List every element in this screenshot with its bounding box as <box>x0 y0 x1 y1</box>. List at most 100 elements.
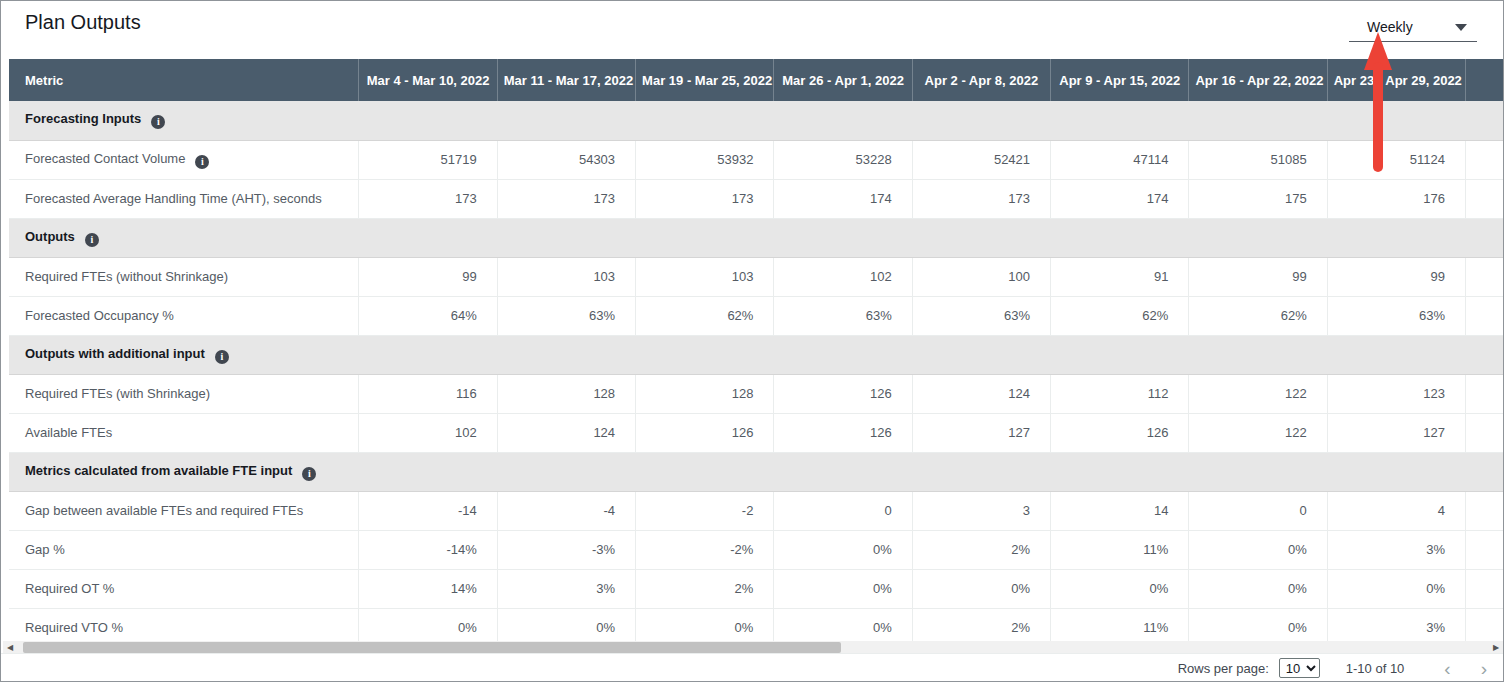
date-column-header: Apr 2 - Apr 8, 2022 <box>912 59 1050 101</box>
table-row: Gap between available FTEs and required … <box>9 491 1504 530</box>
metric-value-cell: 173 <box>497 179 635 218</box>
metric-value-cell <box>1466 374 1504 413</box>
metric-value-cell: 122 <box>1189 413 1327 452</box>
chevron-left-icon[interactable]: ‹ <box>1444 659 1450 678</box>
metric-value-cell <box>1466 296 1504 335</box>
plan-outputs-table: Metric Mar 4 - Mar 10, 2022Mar 11 - Mar … <box>9 59 1504 648</box>
metric-value-cell: 0 <box>1189 491 1327 530</box>
date-column-header: Mar 19 - Mar 25, 2022 <box>636 59 774 101</box>
table-row: Gap %-14%-3%-2%0%2%11%0%3% <box>9 530 1504 569</box>
table-row: Forecasted Occupancy %64%63%62%63%63%62%… <box>9 296 1504 335</box>
table-row: Required FTEs (without Shrinkage)9910310… <box>9 257 1504 296</box>
metric-value-cell: 51085 <box>1189 140 1327 179</box>
metric-value-cell: 53228 <box>774 140 912 179</box>
metric-value-cell: 0% <box>774 569 912 608</box>
table-row: Available FTEs102124126126127126122127 <box>9 413 1504 452</box>
period-dropdown[interactable]: Weekly <box>1349 17 1477 42</box>
metric-value-cell: 0% <box>1327 569 1465 608</box>
metric-value-cell: 0% <box>774 530 912 569</box>
info-icon[interactable]: i <box>302 467 316 481</box>
section-header-row: Metrics calculated from available FTE in… <box>9 452 1504 491</box>
metric-value-cell: 2% <box>636 569 774 608</box>
metric-value-cell: 0% <box>1189 569 1327 608</box>
metric-value-cell: 116 <box>359 374 497 413</box>
metric-value-cell <box>1466 569 1504 608</box>
metric-value-cell: 100 <box>912 257 1050 296</box>
date-column-header: Apr 9 - Apr 15, 2022 <box>1051 59 1189 101</box>
metric-value-cell: 51719 <box>359 140 497 179</box>
metric-value-cell: 63% <box>497 296 635 335</box>
metric-value-cell: 54303 <box>497 140 635 179</box>
section-label: Metrics calculated from available FTE in… <box>25 463 292 478</box>
metric-column-header: Metric <box>9 59 359 101</box>
metric-value-cell: 124 <box>912 374 1050 413</box>
rows-per-page-select[interactable]: 10 <box>1279 658 1320 678</box>
metric-value-cell: 128 <box>497 374 635 413</box>
metric-value-cell: 99 <box>1327 257 1465 296</box>
metric-value-cell: 62% <box>636 296 774 335</box>
metric-value-cell: 99 <box>1189 257 1327 296</box>
scrollbar-thumb[interactable] <box>23 642 841 653</box>
metric-value-cell: -3% <box>497 530 635 569</box>
metric-value-cell: 176 <box>1327 179 1465 218</box>
section-header-row: Outputs with additional input i <box>9 335 1504 374</box>
table-footer: Rows per page: 10 1-10 of 10 ‹ › <box>1 653 1504 682</box>
metric-value-cell: 3% <box>1327 530 1465 569</box>
metric-value-cell <box>1466 179 1504 218</box>
metric-value-cell: 128 <box>636 374 774 413</box>
metric-value-cell: -4 <box>497 491 635 530</box>
metric-value-cell: 14% <box>359 569 497 608</box>
metric-value-cell: 173 <box>912 179 1050 218</box>
metric-value-cell <box>1466 491 1504 530</box>
metric-value-cell: 126 <box>1051 413 1189 452</box>
metric-value-cell: 174 <box>774 179 912 218</box>
metric-label: Gap % <box>25 542 65 557</box>
metric-label: Forecasted Average Handling Time (AHT), … <box>25 191 322 206</box>
table-row: Required FTEs (with Shrinkage)1161281281… <box>9 374 1504 413</box>
info-icon[interactable]: i <box>195 155 209 169</box>
metric-value-cell: 173 <box>359 179 497 218</box>
table-row: Forecasted Average Handling Time (AHT), … <box>9 179 1504 218</box>
info-icon[interactable]: i <box>85 233 99 247</box>
metric-value-cell: 63% <box>912 296 1050 335</box>
metric-value-cell: 103 <box>636 257 774 296</box>
metric-value-cell: -14% <box>359 530 497 569</box>
metric-value-cell: 0% <box>912 569 1050 608</box>
metric-value-cell: -2% <box>636 530 774 569</box>
info-icon[interactable]: i <box>151 115 165 129</box>
metric-value-cell: 51124 <box>1327 140 1465 179</box>
metric-value-cell: 63% <box>774 296 912 335</box>
metric-value-cell: 91 <box>1051 257 1189 296</box>
metric-value-cell: 102 <box>774 257 912 296</box>
metric-value-cell: 127 <box>1327 413 1465 452</box>
metric-value-cell: 126 <box>774 374 912 413</box>
metric-value-cell: 3% <box>497 569 635 608</box>
metric-value-cell: 0% <box>1189 530 1327 569</box>
metric-value-cell: 122 <box>1189 374 1327 413</box>
rows-per-page-label: Rows per page: <box>1178 661 1269 676</box>
metric-label: Forecasted Occupancy % <box>25 308 174 323</box>
metric-value-cell: 53932 <box>636 140 774 179</box>
metric-label: Required FTEs (with Shrinkage) <box>25 386 210 401</box>
date-column-header: Apr 30 - M <box>1466 59 1504 101</box>
metric-value-cell: 52421 <box>912 140 1050 179</box>
metric-value-cell: 62% <box>1189 296 1327 335</box>
metric-value-cell: 112 <box>1051 374 1189 413</box>
metric-value-cell <box>1466 140 1504 179</box>
info-icon[interactable]: i <box>215 350 229 364</box>
section-label: Outputs with additional input <box>25 346 205 361</box>
metric-label: Required VTO % <box>25 620 123 635</box>
chevron-right-icon[interactable]: › <box>1481 659 1487 678</box>
metric-value-cell: 123 <box>1327 374 1465 413</box>
metric-value-cell: 64% <box>359 296 497 335</box>
metric-value-cell: 175 <box>1189 179 1327 218</box>
metric-value-cell: -2 <box>636 491 774 530</box>
date-column-header: Apr 23 - Apr 29, 2022 <box>1327 59 1465 101</box>
page-title: Plan Outputs <box>25 11 141 34</box>
metric-value-cell: 173 <box>636 179 774 218</box>
metric-value-cell: 62% <box>1051 296 1189 335</box>
metric-value-cell: 3 <box>912 491 1050 530</box>
metric-value-cell: 126 <box>774 413 912 452</box>
metric-value-cell: 11% <box>1051 530 1189 569</box>
metric-value-cell: 102 <box>359 413 497 452</box>
